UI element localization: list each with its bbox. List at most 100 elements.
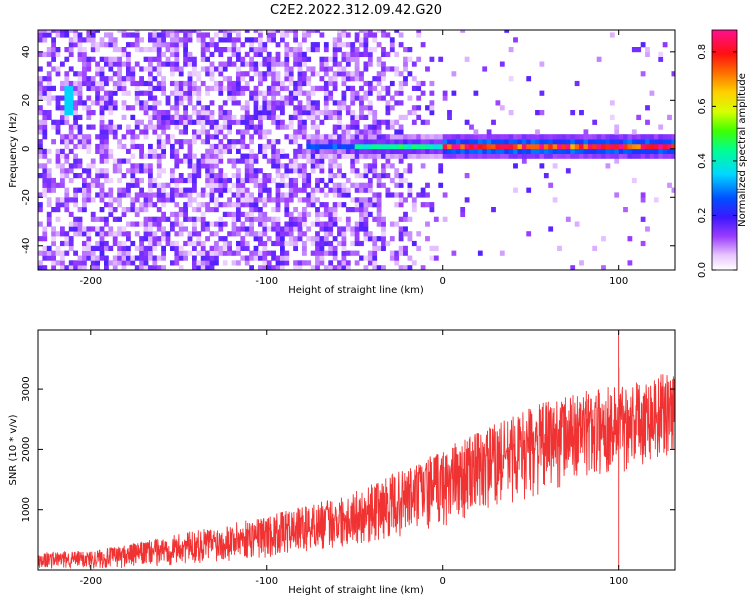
spectrogram-cell [425,202,430,208]
spectrogram-cell [148,61,153,67]
spectrogram-cell [214,202,219,208]
spectrogram-cell [68,47,74,53]
spectrogram-cell [227,32,232,38]
spectrogram-cell [77,143,83,150]
spectrogram-cell [46,90,52,96]
spectrogram-cell [152,265,158,270]
spectrogram-cell [363,265,369,270]
spectrogram-cell [381,231,386,237]
spectrogram-cell [284,207,290,213]
spectrogram-cell [477,153,483,159]
spectrogram-cell [152,32,158,38]
spectrogram-cell [51,226,56,232]
spectrogram-cell [121,231,127,237]
spectrogram-cell [552,197,558,203]
spectrogram-cell [99,231,105,237]
spectrogram-cell [302,105,307,111]
spectrogram-cell [658,148,664,154]
spectrogram-cell [117,197,122,203]
spectrogram-cell [143,163,149,169]
spectrogram-cell [539,153,545,159]
spectrogram-cell [200,105,206,111]
spectrogram-cell [354,95,360,101]
spectrogram-cell [104,105,109,111]
spectrogram-cell [543,173,549,179]
spectrogram-cell [68,177,74,184]
spectrogram-cell [653,197,659,203]
spectrogram-cell [165,32,171,38]
spectrogram-cell [38,51,43,57]
spectrogram-cell [592,119,598,125]
spectrogram-cell [192,173,197,179]
spectrogram-cell [403,134,408,140]
spectrogram-cell [548,148,554,154]
spectrogram-cell [82,71,87,77]
spectrogram-cell [90,158,96,164]
spectrogram-cell [486,148,492,154]
spectrogram-cell [121,192,127,198]
spectrogram-cell [258,114,263,120]
spectrogram-cell [73,110,78,116]
spectrogram-cell [178,119,184,125]
spectrogram-cell [517,153,523,159]
spectrogram-cell [77,114,83,120]
spectrogram-cell [288,80,294,87]
spectrogram-cell [240,158,246,164]
spectrogram-cell [376,216,382,222]
spectrogram-cell [407,139,413,145]
spectrogram-cell [231,100,237,106]
spectrogram-cell [280,30,285,33]
spectrogram-cell [535,143,540,150]
spectrogram-cell [253,61,259,67]
spectrogram-cell [139,143,144,150]
spectrogram-cell [315,71,320,77]
spectrogram-cell [68,51,74,57]
spectrogram-cell [227,231,232,237]
spectrogram-cell [218,148,224,154]
spectrogram-cell [407,255,413,261]
spectrogram-cell [332,124,338,130]
spectrogram-cell [130,177,136,184]
spectrogram-cell [341,265,347,270]
spectrogram-cell [82,134,87,140]
spectrogram-cell [332,153,338,159]
spectrogram-cell [653,134,659,140]
spectrogram-cell [99,182,105,188]
spectrogram-cell [376,80,382,87]
spectrogram-cell [407,216,413,222]
spectrogram-cell [363,182,369,188]
colorbar-tick-label: 0.2 [697,208,708,224]
spectrogram-cell [464,134,470,140]
spectrogram-cell [187,173,193,179]
spectrogram-cell [341,51,347,57]
spectrogram-cell [38,192,43,198]
spectrogram-cell [416,153,422,159]
spectrogram-cell [134,245,140,251]
spectrogram-cell [104,177,109,184]
spectrogram-cell [134,163,140,169]
spectrogram-cell [367,143,373,150]
spectrogram-cell [196,129,202,135]
spectrogram-cell [73,124,78,130]
spectrogram-cell [302,260,307,266]
spectrogram-cell [236,177,241,184]
spectrogram-cell [359,85,364,91]
spectrogram-cell [372,168,378,174]
spectrogram-cell [363,47,369,53]
spectrogram-cell [662,42,668,48]
spectrogram-cell [389,139,395,145]
spectrogram-cell [64,187,70,193]
spectrogram-cell [170,119,175,125]
spectrogram-cell [64,90,70,96]
spectrogram-cell [244,110,250,116]
spectrogram-cell [513,134,518,140]
spectrogram-cell [60,105,65,111]
spectrogram-cell [170,173,175,179]
spectrogram-cell [209,245,215,251]
spectrogram-cell [148,95,153,101]
spectrogram-cell [662,153,668,159]
spectrogram-cell [293,32,298,38]
spectrogram-cell [513,163,518,169]
spectrogram-cell [117,177,122,184]
spectrogram-cell [385,105,391,111]
